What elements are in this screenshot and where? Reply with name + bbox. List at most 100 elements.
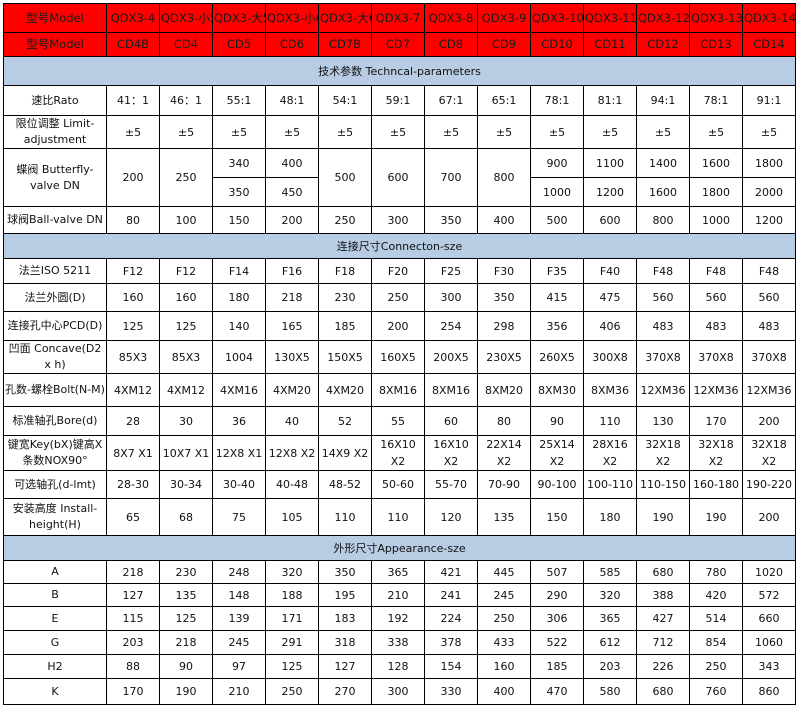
cell-value: 12X8 X1	[212, 435, 266, 471]
model-code: CD11	[583, 32, 637, 57]
cell-value: F48	[742, 258, 796, 284]
section-title: 连接尺寸Connecton-sze	[3, 233, 796, 259]
cell-value: 365	[583, 606, 637, 631]
cell-value: 514	[689, 606, 743, 631]
cell-value: 245	[477, 583, 531, 607]
cell-value: 185	[318, 311, 372, 341]
cell-value: F35	[530, 258, 584, 284]
row-label: 速比Rato	[3, 85, 107, 116]
cell-value: 88	[106, 654, 160, 679]
cell-value: 260X5	[530, 340, 584, 374]
cell-value: 445	[477, 560, 531, 584]
cell-value: 400	[477, 678, 531, 705]
cell-value: 91:1	[742, 85, 796, 116]
cell-value: 75	[212, 498, 266, 536]
cell-value: ±5	[106, 115, 160, 149]
cell-value: 306	[530, 606, 584, 631]
cell-value: 185	[530, 654, 584, 679]
cell-value: 250	[477, 606, 531, 631]
section-header-row: 连接尺寸Connecton-sze	[3, 233, 796, 259]
cell-value: 135	[159, 583, 213, 607]
cell-value: 248	[212, 560, 266, 584]
table-row: 键宽Key(bX)键高X条数NOX90° 8X7 X1 10X7 X1 12X8 X1…	[3, 435, 796, 471]
row-label: B	[3, 583, 107, 607]
cell-value: 507	[530, 560, 584, 584]
cell-value: 183	[318, 606, 372, 631]
cell-value: 195	[318, 583, 372, 607]
cell-value: F12	[159, 258, 213, 284]
cell-value: 48:1	[265, 85, 319, 116]
cell-value: 16X10 X2	[424, 435, 478, 471]
table-row: A 218 230 248 320 350 365 421 445 507 585 680 780 102…	[3, 560, 796, 584]
cell-value: 127	[318, 654, 372, 679]
cell-value: 500	[318, 148, 372, 207]
cell-value: 190	[636, 498, 690, 536]
row-label: E	[3, 606, 107, 631]
cell-value: 160X5	[371, 340, 425, 374]
section-title: 技术参数 Techncal-parameters	[3, 56, 796, 86]
cell-value: 760	[689, 678, 743, 705]
cell-value: 4XM20	[318, 373, 372, 407]
cell-value: 370X8	[742, 340, 796, 374]
cell-value: ±5	[212, 115, 266, 149]
cell-value: 32X18 X2	[689, 435, 743, 471]
cell-value: 200X5	[424, 340, 478, 374]
cell-value: 218	[106, 560, 160, 584]
cell-value: 483	[689, 311, 743, 341]
table-row: 可选轴孔(d-lmt) 28-30 30-34 30-40 40-48 48-52 50-6…	[3, 470, 796, 499]
cell-value: 230	[159, 560, 213, 584]
cell-value: 30	[159, 406, 213, 436]
cell-value: 90	[530, 406, 584, 436]
cell-value: ±5	[477, 115, 531, 149]
cell-value: 218	[265, 283, 319, 312]
cell-value: 125	[159, 606, 213, 631]
cell-value: 12X8 X2	[265, 435, 319, 471]
table-row: 孔数-螺栓Bolt(N-M) 4XM12 4XM12 4XM16 4XM20 4XM20 8…	[3, 373, 796, 407]
cell-value: 160-180	[689, 470, 743, 499]
cell-value: 1200	[742, 206, 796, 234]
cell-value: 245	[212, 630, 266, 655]
row-label: 法兰ISO 5211	[3, 258, 107, 284]
model-name: QDX3-13	[689, 3, 743, 33]
row-label: 法兰外圆(D)	[3, 283, 107, 312]
cell-value: 12XM36	[636, 373, 690, 407]
cell-value: 300	[371, 678, 425, 705]
cell-value: 85X3	[106, 340, 160, 374]
cell-value: 612	[583, 630, 637, 655]
cell-value: 340	[212, 148, 266, 178]
cell-value: 125	[159, 311, 213, 341]
row-label: 可选轴孔(d-lmt)	[3, 470, 107, 499]
cell-value: ±5	[742, 115, 796, 149]
model-name: QDX3-11	[583, 3, 637, 33]
cell-value: 388	[636, 583, 690, 607]
section-title: 外形尺寸Appearance-sze	[3, 535, 796, 561]
cell-value: 680	[636, 560, 690, 584]
cell-value: 12XM36	[689, 373, 743, 407]
model-row: 型号Model QDX3-4 QDX3-小5 QDX3-大5 QDX3-小6 QDX3-…	[3, 3, 796, 33]
cell-value: 250	[159, 148, 213, 207]
model-name: QDX3-4	[106, 3, 160, 33]
cell-value: 54:1	[318, 85, 372, 116]
cell-value: 433	[477, 630, 531, 655]
cell-value: 2000	[742, 177, 796, 207]
table-row: 法兰ISO 5211 F12 F12 F14 F16 F18 F20 F25 F30 F35 F40…	[3, 258, 796, 284]
cell-value: 52	[318, 406, 372, 436]
cell-value: 8XM30	[530, 373, 584, 407]
cell-value: 200	[265, 206, 319, 234]
cell-value: F18	[318, 258, 372, 284]
table-row: 限位调整 Limit-adjustment ±5 ±5 ±5 ±5 ±5 ±5 ±5 ±5 ±5 ±…	[3, 115, 796, 149]
cell-value: 1200	[583, 177, 637, 207]
cell-value: 200	[106, 148, 160, 207]
cell-value: 55	[371, 406, 425, 436]
model-code: CD14	[742, 32, 796, 57]
cell-value: 125	[265, 654, 319, 679]
cell-value: 55-70	[424, 470, 478, 499]
cell-value: 580	[583, 678, 637, 705]
cell-value: 320	[265, 560, 319, 584]
table-row: K 170 190 210 250 270 300 330 400 470 580 680 760 860	[3, 678, 796, 705]
cell-value: 190	[689, 498, 743, 536]
cell-value: 370X8	[689, 340, 743, 374]
row-label: A	[3, 560, 107, 584]
cell-value: 70-90	[477, 470, 531, 499]
cell-value: 160	[159, 283, 213, 312]
